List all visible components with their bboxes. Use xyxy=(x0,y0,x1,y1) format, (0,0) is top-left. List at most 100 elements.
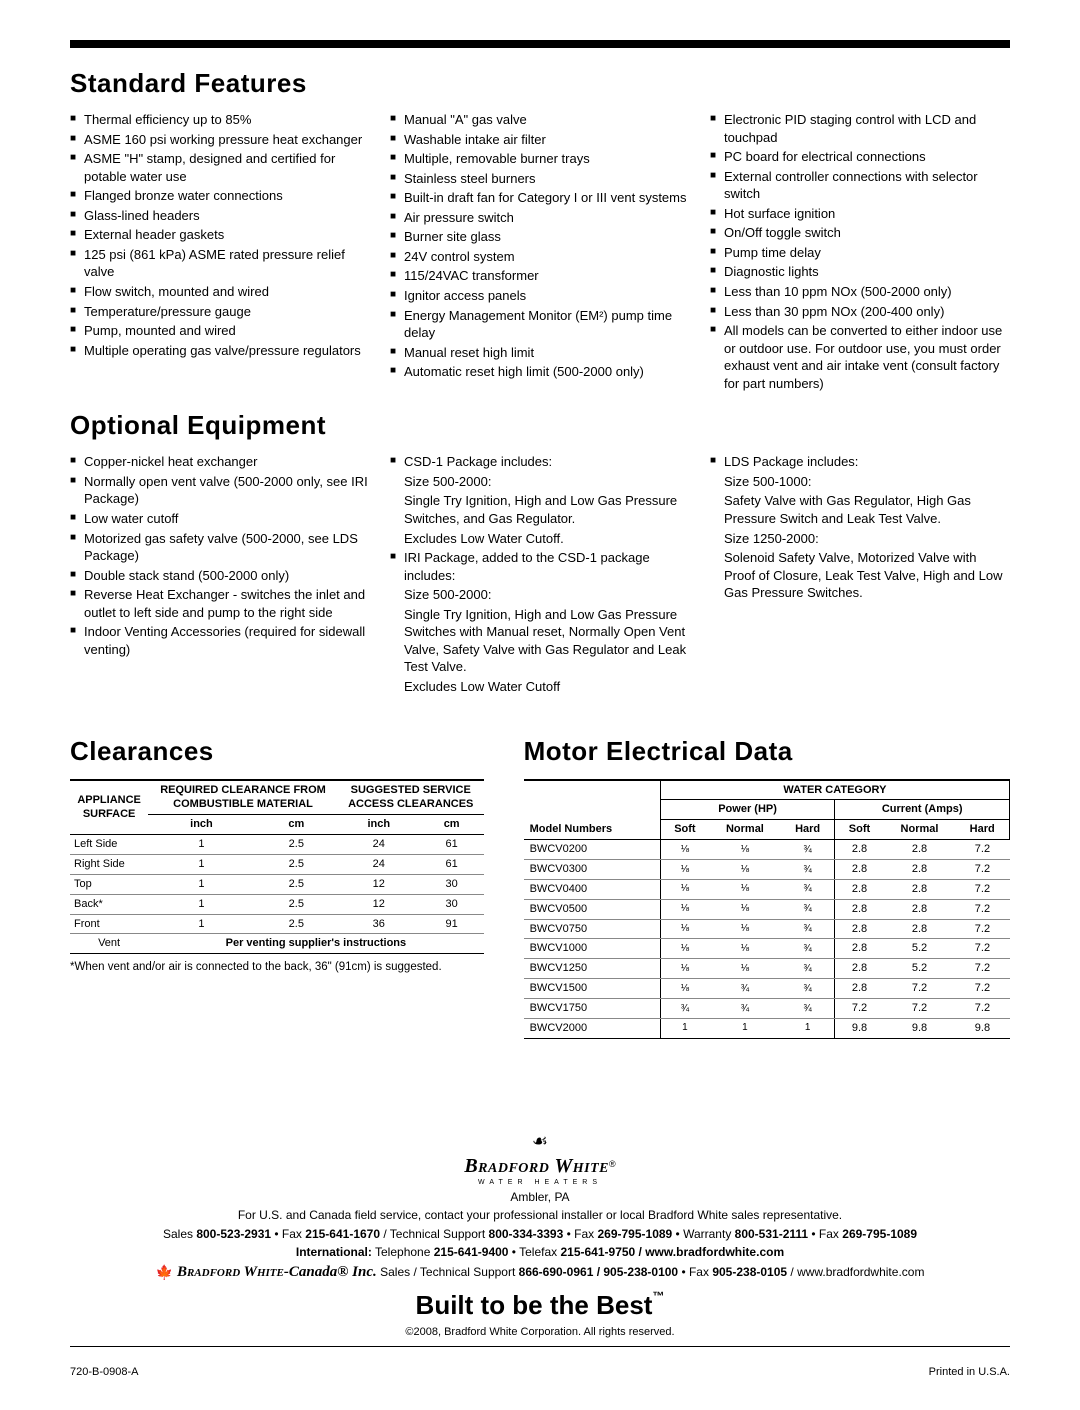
brand-sub: WATER HEATERS xyxy=(70,1178,1010,1187)
list-subline: Excludes Low Water Cutoff xyxy=(390,678,690,696)
table-cell: 2.5 xyxy=(255,854,338,874)
list-item: Multiple operating gas valve/pressure re… xyxy=(70,342,370,360)
table-cell: 36 xyxy=(338,914,420,934)
table-cell: 1 xyxy=(709,1018,781,1038)
list-item: ASME "H" stamp, designed and certified f… xyxy=(70,150,370,185)
table-cell: ⅛ xyxy=(660,939,709,959)
optional-col2: CSD-1 Package includes:Size 500-2000:Sin… xyxy=(390,453,690,695)
table-cell: 2.8 xyxy=(835,840,884,860)
table-row: Front12.53691 xyxy=(70,914,484,934)
table-cell: 9.8 xyxy=(884,1018,956,1038)
table-cell: ⅛ xyxy=(660,899,709,919)
list-item: Low water cutoff xyxy=(70,510,370,528)
list-item: On/Off toggle switch xyxy=(710,224,1010,242)
table-cell: BWCV0300 xyxy=(524,859,661,879)
list-item: Motorized gas safety valve (500-2000, se… xyxy=(70,530,370,565)
list-item: Manual "A" gas valve xyxy=(390,111,690,129)
table-cell: 61 xyxy=(420,854,484,874)
table-cell: ¾ xyxy=(781,859,835,879)
table-cell: Back* xyxy=(70,894,148,914)
table-cell: 2.5 xyxy=(255,835,338,855)
list-item: Pump time delay xyxy=(710,244,1010,262)
standard-col2: Manual "A" gas valve Washable intake air … xyxy=(390,111,690,381)
table-cell: 2.8 xyxy=(835,959,884,979)
list-item: Thermal efficiency up to 85% xyxy=(70,111,370,129)
table-cell: ¾ xyxy=(660,998,709,1018)
optional-col3: LDS Package includes:Size 500-1000:Safet… xyxy=(710,453,1010,601)
table-cell: ⅛ xyxy=(660,840,709,860)
motor-heading: Motor Electrical Data xyxy=(524,734,1010,769)
table-cell: 9.8 xyxy=(835,1018,884,1038)
table-cell: 1 xyxy=(148,894,255,914)
hdr-current: Current (Amps) xyxy=(835,800,1010,820)
table-row: BWCV0300⅛⅛¾2.82.87.2 xyxy=(524,859,1010,879)
table-row: BWCV1500⅛¾¾2.87.27.2 xyxy=(524,979,1010,999)
table-cell: ⅛ xyxy=(660,879,709,899)
hdr-req2: COMBUSTIBLE MATERIAL xyxy=(173,798,313,810)
clearances-note: *When vent and/or air is connected to th… xyxy=(70,960,484,976)
table-cell: 7.2 xyxy=(835,998,884,1018)
list-item: All models can be converted to either in… xyxy=(710,322,1010,392)
footer-canada: 🍁 Bradford White-Canada® Inc. Sales / Te… xyxy=(70,1262,1010,1282)
table-row: BWCV0200⅛⅛¾2.82.87.2 xyxy=(524,840,1010,860)
hdr-c-normal: Normal xyxy=(884,820,956,840)
hdr-inch2: inch xyxy=(338,815,420,835)
hdr-model: Model Numbers xyxy=(524,780,661,840)
list-item: Diagnostic lights xyxy=(710,263,1010,281)
table-cell: 7.2 xyxy=(955,959,1009,979)
hdr-sugg2: ACCESS CLEARANCES xyxy=(348,798,473,810)
table-cell: 2.8 xyxy=(884,840,956,860)
table-cell: 5.2 xyxy=(884,939,956,959)
clearances-body: Left Side12.52461Right Side12.52461Top12… xyxy=(70,835,484,954)
table-cell: 7.2 xyxy=(955,899,1009,919)
table-cell: 2.8 xyxy=(835,919,884,939)
list-item: Normally open vent valve (500-2000 only,… xyxy=(70,473,370,508)
table-cell: Vent xyxy=(70,934,148,954)
table-cell: ¾ xyxy=(781,919,835,939)
table-cell: 1 xyxy=(660,1018,709,1038)
table-cell: 2.8 xyxy=(835,939,884,959)
optional-col1: Copper-nickel heat exchangerNormally ope… xyxy=(70,453,370,658)
table-cell: 2.5 xyxy=(255,894,338,914)
list-subline: Size 1250-2000: xyxy=(710,530,1010,548)
table-cell: ¾ xyxy=(781,998,835,1018)
table-cell: 7.2 xyxy=(955,998,1009,1018)
table-cell: 2.8 xyxy=(884,919,956,939)
hdr-surface1: APPLIANCE xyxy=(77,794,141,806)
table-cell: ¾ xyxy=(781,879,835,899)
table-row: BWCV1250⅛⅛¾2.85.27.2 xyxy=(524,959,1010,979)
table-cell: 7.2 xyxy=(955,859,1009,879)
table-cell: 2.8 xyxy=(835,859,884,879)
table-cell: ⅛ xyxy=(660,959,709,979)
clearances-heading: Clearances xyxy=(70,734,484,769)
table-cell: 1 xyxy=(781,1018,835,1038)
list-item: Reverse Heat Exchanger - switches the in… xyxy=(70,586,370,621)
list-subline: Size 500-2000: xyxy=(390,473,690,491)
hdr-inch1: inch xyxy=(148,815,255,835)
list-item: 115/24VAC transformer xyxy=(390,267,690,285)
table-cell: ⅛ xyxy=(709,859,781,879)
table-cell: 2.8 xyxy=(835,899,884,919)
table-cell: ¾ xyxy=(781,959,835,979)
table-cell: 7.2 xyxy=(955,919,1009,939)
list-item: External header gaskets xyxy=(70,226,370,244)
table-cell: Left Side xyxy=(70,835,148,855)
table-cell: 7.2 xyxy=(955,840,1009,860)
list-item: Built-in draft fan for Category I or III… xyxy=(390,189,690,207)
list-item: Indoor Venting Accessories (required for… xyxy=(70,623,370,658)
table-cell: ¾ xyxy=(781,840,835,860)
hdr-surface2: SURFACE xyxy=(83,808,136,820)
list-item: Washable intake air filter xyxy=(390,131,690,149)
list-item: Less than 30 ppm NOx (200-400 only) xyxy=(710,303,1010,321)
motor-table: Model Numbers WATER CATEGORY Power (HP) … xyxy=(524,779,1010,1039)
printed-in: Printed in U.S.A. xyxy=(929,1365,1010,1380)
footer-line2: Sales 800-523-2931 • Fax 215-641-1670 / … xyxy=(70,1226,1010,1242)
clearances-table: APPLIANCE SURFACE REQUIRED CLEARANCE FRO… xyxy=(70,779,484,955)
copyright: ©2008, Bradford White Corporation. All r… xyxy=(70,1325,1010,1340)
hdr-cm2: cm xyxy=(420,815,484,835)
standard-col3: Electronic PID staging control with LCD … xyxy=(710,111,1010,392)
footer-line3: International: Telephone 215-641-9400 • … xyxy=(70,1244,1010,1260)
list-item: 125 psi (861 kPa) ASME rated pressure re… xyxy=(70,246,370,281)
table-cell: ⅛ xyxy=(660,979,709,999)
table-cell: BWCV1500 xyxy=(524,979,661,999)
